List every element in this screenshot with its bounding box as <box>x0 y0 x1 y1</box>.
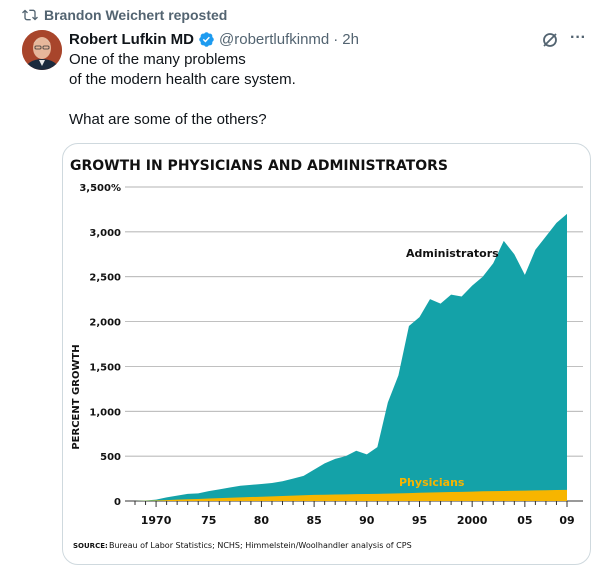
series-area-physicians <box>135 489 567 501</box>
tweet-line <box>69 90 569 110</box>
repost-icon <box>22 7 38 23</box>
separator-dot: · <box>333 30 339 48</box>
y-axis-label: PERCENT GROWTH <box>71 344 82 449</box>
more-options-button[interactable]: ··· <box>570 29 586 46</box>
series-area-administrators <box>135 213 567 501</box>
repost-header[interactable]: Brandon Weichert reposted <box>22 6 227 24</box>
x-tick-label: 90 <box>359 514 375 527</box>
tweet-media-chart[interactable]: GROWTH IN PHYSICIANS AND ADMINISTRATORS … <box>62 143 591 565</box>
y-tick-label: 3,000 <box>89 228 121 239</box>
tweet-line: of the modern health care system. <box>69 71 296 88</box>
verified-badge-icon <box>198 31 215 48</box>
tweet-line: One of the many problems <box>69 51 246 68</box>
x-tick-label: 75 <box>201 514 216 527</box>
series-label-administrators: Administrators <box>406 247 499 260</box>
y-tick-label: 2,000 <box>89 318 121 329</box>
tweet-line: What are some of the others? <box>69 111 267 128</box>
tweet-header: Robert Lufkin MD @robertlufkinmd · 2h <box>69 29 359 49</box>
x-tick-label: 05 <box>517 514 532 527</box>
grok-icon[interactable] <box>540 30 560 50</box>
source-text: Bureau of Labor Statistics; NCHS; Himmel… <box>109 541 412 550</box>
growth-chart: GROWTH IN PHYSICIANS AND ADMINISTRATORS … <box>70 158 583 550</box>
y-tick-label: 3,500% <box>79 183 121 194</box>
tweet-text: One of the many problems of the modern h… <box>69 50 569 130</box>
x-tick-label: 2000 <box>457 514 488 527</box>
timestamp[interactable]: 2h <box>342 30 359 48</box>
x-tick-label: 85 <box>306 514 321 527</box>
y-tick-label: 1,500 <box>89 362 121 373</box>
x-tick-label: 1970 <box>141 514 172 527</box>
x-tick-label: 09 <box>559 514 574 527</box>
y-tick-label: 0 <box>114 497 121 508</box>
y-tick-label: 500 <box>100 452 121 463</box>
series-label-physicians: Physicians <box>399 476 465 489</box>
avatar[interactable] <box>22 30 62 70</box>
source-label: SOURCE: <box>73 542 108 550</box>
y-tick-label: 1,000 <box>89 407 121 418</box>
author-handle[interactable]: @robertlufkinmd <box>219 30 330 48</box>
y-tick-label: 2,500 <box>89 273 121 284</box>
chart-title: GROWTH IN PHYSICIANS AND ADMINISTRATORS <box>70 158 448 174</box>
x-tick-label: 80 <box>254 514 270 527</box>
repost-text: Brandon Weichert reposted <box>44 7 228 23</box>
author-name[interactable]: Robert Lufkin MD <box>69 30 194 48</box>
x-tick-label: 95 <box>412 514 427 527</box>
